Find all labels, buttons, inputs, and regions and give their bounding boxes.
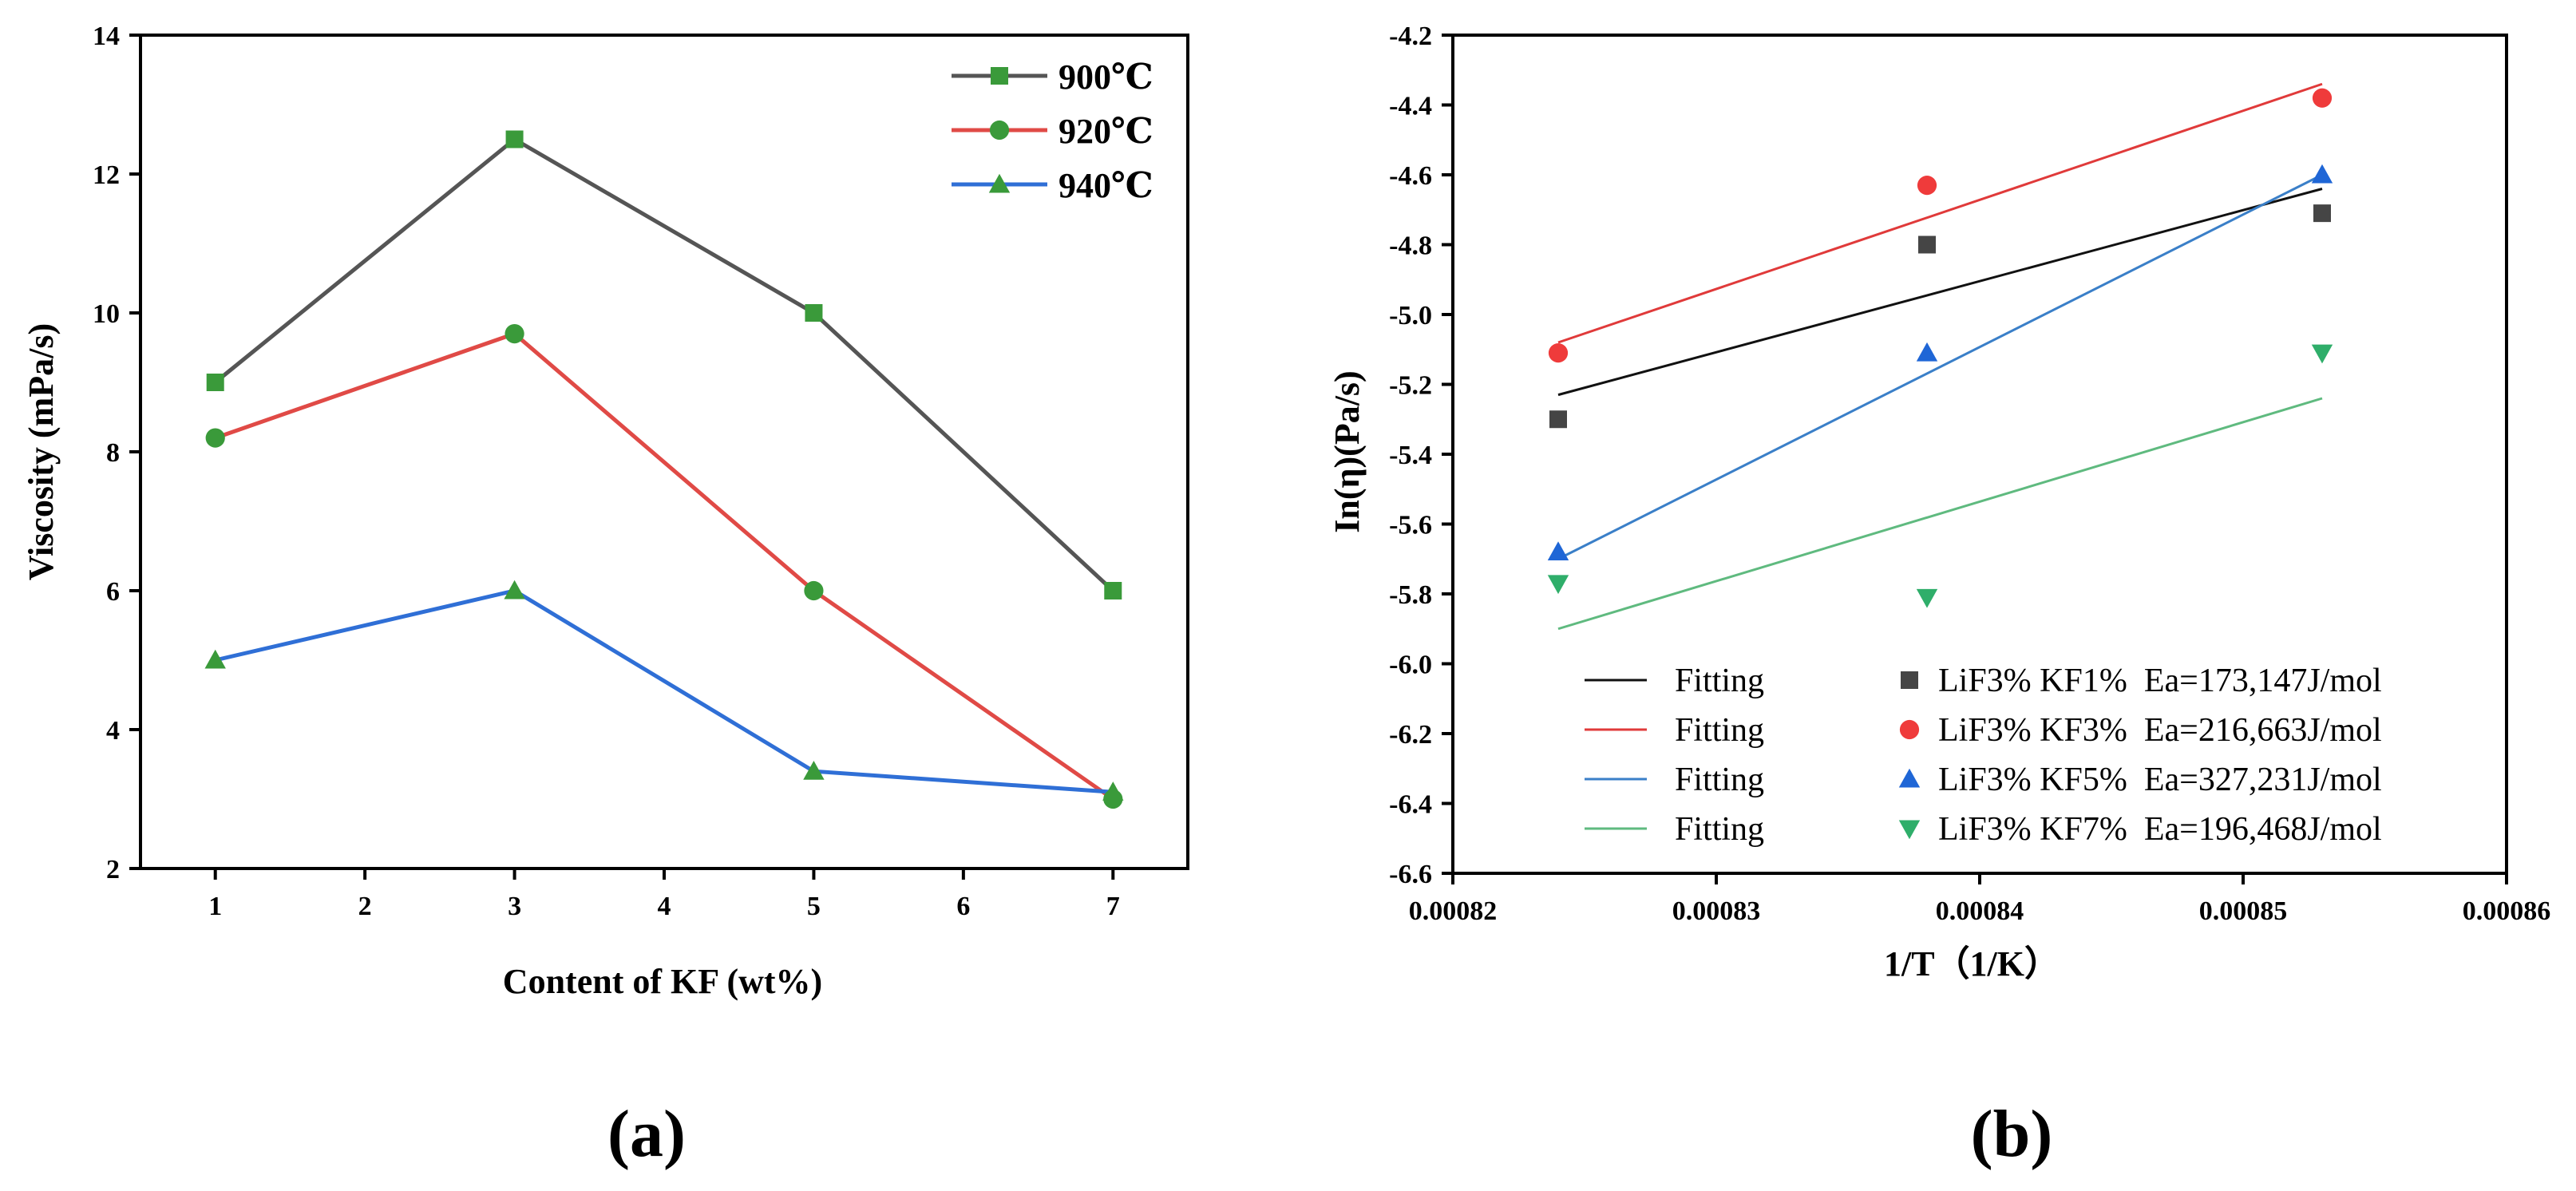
data-point-a xyxy=(505,130,524,148)
y-tick-label-a: 4 xyxy=(106,716,120,746)
data-point-b xyxy=(1547,541,1569,561)
y-tick-label-b: -4.6 xyxy=(1389,161,1432,191)
data-point-b xyxy=(1549,410,1567,429)
fit-line-1 xyxy=(1557,188,2323,397)
y-tick-label-b: -6.2 xyxy=(1389,720,1432,750)
y-tick-label-b: -4.4 xyxy=(1389,92,1432,121)
x-axis-ticks-b: 0.00082 0.00083 0.00084 0.00085 0.00086 xyxy=(1409,873,2551,926)
legend-a: 900℃ 920℃ 940℃ xyxy=(952,57,1153,205)
legend-label-a: 900℃ xyxy=(1058,57,1153,97)
legend-series-label-b: LiF3% KF1% Ea=173,147J/mol xyxy=(1938,663,2382,699)
x-axis-title-b: 1/T（1/K） xyxy=(1884,944,2060,983)
legend-swatch-marker-a xyxy=(989,120,1010,140)
series-line-1 xyxy=(214,137,1114,592)
series-line-3 xyxy=(215,588,1114,794)
x-tick-label-a: 6 xyxy=(956,892,970,921)
y-axis-title-a: Viscosity (mPa/s) xyxy=(22,323,61,580)
legend-fit-label-b: Fitting xyxy=(1675,811,1764,848)
legend-label-a: 940℃ xyxy=(1058,166,1153,205)
y-tick-label-a: 12 xyxy=(93,160,120,190)
legend-fit-label-b: Fitting xyxy=(1675,762,1764,798)
data-point-b xyxy=(1916,588,1938,608)
series-markers-a xyxy=(204,130,1124,809)
y-tick-label-a: 14 xyxy=(93,22,120,51)
data-point-a xyxy=(1102,781,1124,801)
x-axis-title-a: Content of KF (wt%) xyxy=(503,962,822,1001)
data-point-a xyxy=(505,324,524,344)
x-tick-label-a: 3 xyxy=(508,892,521,921)
data-point-a xyxy=(504,580,525,599)
legend-marker-b xyxy=(1901,671,1918,689)
series-markers-b xyxy=(1547,88,2333,608)
y-tick-label-b: -5.0 xyxy=(1389,301,1432,330)
x-tick-label-a: 7 xyxy=(1106,892,1120,921)
x-tick-label-a: 5 xyxy=(807,892,821,921)
data-point-b xyxy=(2311,344,2333,364)
data-point-a xyxy=(803,761,825,780)
panel-label-b: (b) xyxy=(1971,1097,2053,1171)
fit-lines-b xyxy=(1557,82,2323,631)
x-tick-label-b: 0.00085 xyxy=(2199,896,2288,926)
fit-line-4 xyxy=(1557,397,2323,631)
y-tick-label-b: -5.4 xyxy=(1389,441,1432,470)
legend-fit-label-b: Fitting xyxy=(1675,712,1764,749)
y-tick-label-a: 10 xyxy=(93,299,120,329)
x-tick-label-a: 4 xyxy=(658,892,671,921)
y-tick-label-b: -4.2 xyxy=(1389,22,1432,51)
data-point-b xyxy=(1547,575,1569,595)
x-tick-label-a: 2 xyxy=(358,892,372,921)
legend-swatch-marker-a xyxy=(988,173,1011,193)
y-tick-label-b: -6.4 xyxy=(1389,790,1432,820)
y-tick-label-a: 6 xyxy=(106,577,120,607)
data-point-a xyxy=(204,649,226,669)
legend-b: Fitting LiF3% KF1% Ea=173,147J/mol Fitting… xyxy=(1585,663,2382,848)
y-axis-ticks-a: 2 4 6 8 10 12 14 xyxy=(93,22,140,884)
data-point-b xyxy=(2311,164,2333,184)
x-tick-label-b: 0.00084 xyxy=(1936,896,2024,926)
x-tick-label-b: 0.00086 xyxy=(2463,896,2551,926)
fit-line-2 xyxy=(1557,82,2323,344)
legend-marker-b xyxy=(1898,768,1921,788)
data-point-b xyxy=(1548,343,1569,363)
data-point-a xyxy=(1104,582,1122,599)
legend-series-label-b: LiF3% KF3% Ea=216,663J/mol xyxy=(1938,712,2382,749)
data-point-a xyxy=(206,374,224,391)
legend-marker-b xyxy=(1898,820,1921,840)
y-tick-label-b: -4.8 xyxy=(1389,231,1432,261)
y-axis-title-b: In(η)(Pa/s) xyxy=(1328,370,1367,532)
x-tick-label-b: 0.00083 xyxy=(1672,896,1761,926)
data-point-b xyxy=(2313,204,2331,223)
arrhenius-chart: -6.6 -6.4 -6.2 -6.0 -5.8 -5.6 -5.4 -5.2 -5.0 -4.8… xyxy=(1328,22,2550,1171)
data-point-b xyxy=(2312,88,2333,108)
y-tick-label-b: -5.8 xyxy=(1389,580,1432,610)
legend-fit-label-b: Fitting xyxy=(1675,663,1764,699)
series-lines-a xyxy=(214,137,1114,801)
legend-label-a: 920℃ xyxy=(1058,112,1153,151)
y-tick-label-b: -5.2 xyxy=(1389,371,1432,401)
data-point-a xyxy=(805,304,823,322)
legend-series-label-b: LiF3% KF7% Ea=196,468J/mol xyxy=(1938,811,2382,848)
legend-swatch-marker-a xyxy=(991,67,1008,85)
y-tick-label-b: -6.0 xyxy=(1389,651,1432,680)
y-tick-label-a: 2 xyxy=(106,855,120,884)
legend-marker-b xyxy=(1899,719,1920,740)
y-axis-ticks-b: -6.6 -6.4 -6.2 -6.0 -5.8 -5.6 -5.4 -5.2 -5.0 -4.8… xyxy=(1389,22,1453,889)
panel-label-a: (a) xyxy=(607,1097,686,1171)
y-tick-label-b: -5.6 xyxy=(1389,511,1432,540)
data-point-a xyxy=(804,580,824,601)
data-point-a xyxy=(205,428,225,448)
x-tick-label-b: 0.00082 xyxy=(1409,896,1498,926)
y-tick-label-b: -6.6 xyxy=(1389,860,1432,889)
data-point-b xyxy=(1917,176,1937,196)
data-point-b xyxy=(1918,235,1936,254)
legend-series-label-b: LiF3% KF5% Ea=327,231J/mol xyxy=(1938,762,2382,798)
y-tick-label-a: 8 xyxy=(106,438,120,468)
data-point-b xyxy=(1916,342,1938,362)
series-line-2 xyxy=(214,331,1114,801)
x-tick-label-a: 1 xyxy=(208,892,222,921)
x-axis-ticks-a: 1 2 3 4 5 6 7 xyxy=(208,869,1120,921)
fit-line-3 xyxy=(1557,173,2323,560)
